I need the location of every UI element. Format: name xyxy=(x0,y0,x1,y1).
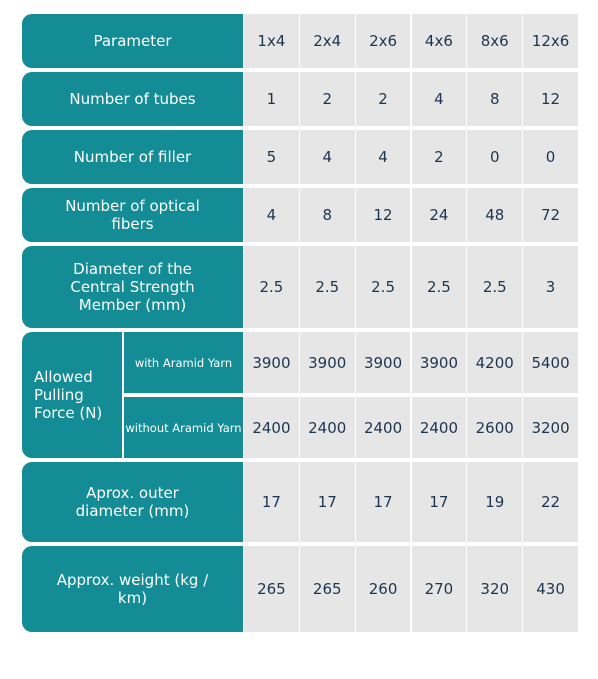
cell-value: 2400 xyxy=(354,397,411,458)
cell-value: 2.5 xyxy=(410,246,467,328)
cell-value: 2400 xyxy=(243,397,299,458)
cell-value: 5 xyxy=(243,130,299,184)
row-label: Allowed Pulling Force (N) xyxy=(22,332,122,458)
column-header: 1x4 xyxy=(243,14,299,68)
cell-value: 2.5 xyxy=(354,246,411,328)
cell-value: 48 xyxy=(466,188,523,242)
cell-value: 3900 xyxy=(243,332,299,393)
cell-value: 17 xyxy=(298,462,355,542)
subrow-label: without Aramid Yarn xyxy=(122,397,243,458)
column-header: 4x6 xyxy=(410,14,467,68)
cell-value: 2.5 xyxy=(466,246,523,328)
cell-value: 4 xyxy=(243,188,299,242)
cell-value: 2600 xyxy=(466,397,523,458)
cell-value: 4200 xyxy=(466,332,523,393)
cell-value: 12 xyxy=(354,188,411,242)
cell-value: 265 xyxy=(243,546,299,632)
cell-value: 17 xyxy=(354,462,411,542)
cell-value: 8 xyxy=(298,188,355,242)
cell-value: 2.5 xyxy=(243,246,299,328)
cell-value: 3 xyxy=(522,246,578,328)
cell-value: 5400 xyxy=(522,332,578,393)
row-label: Approx. weight (kg / km) xyxy=(22,546,243,632)
row-label: Diameter of the Central Strength Member … xyxy=(22,246,243,328)
cell-value: 2400 xyxy=(410,397,467,458)
cell-value: 72 xyxy=(522,188,578,242)
cell-value: 1 xyxy=(243,72,299,126)
cell-value: 24 xyxy=(410,188,467,242)
column-header: 8x6 xyxy=(466,14,523,68)
row-label: Number of filler xyxy=(22,130,243,184)
cell-value: 12 xyxy=(522,72,578,126)
subrow-label: with Aramid Yarn xyxy=(122,332,243,393)
cell-value: 0 xyxy=(466,130,523,184)
cell-value: 4 xyxy=(298,130,355,184)
cell-value: 260 xyxy=(354,546,411,632)
cell-value: 320 xyxy=(466,546,523,632)
cell-value: 270 xyxy=(410,546,467,632)
row-label: Number of optical fibers xyxy=(22,188,243,242)
cell-value: 2 xyxy=(298,72,355,126)
row-label: Number of tubes xyxy=(22,72,243,126)
header-label: Parameter xyxy=(22,14,243,68)
cell-value: 17 xyxy=(243,462,299,542)
cell-value: 3900 xyxy=(298,332,355,393)
cell-value: 2.5 xyxy=(298,246,355,328)
column-header: 2x6 xyxy=(354,14,411,68)
column-header: 2x4 xyxy=(298,14,355,68)
cell-value: 4 xyxy=(354,130,411,184)
cell-value: 2 xyxy=(410,130,467,184)
cell-value: 3200 xyxy=(522,397,578,458)
cell-value: 2400 xyxy=(298,397,355,458)
cell-value: 17 xyxy=(410,462,467,542)
cell-value: 8 xyxy=(466,72,523,126)
cell-value: 19 xyxy=(466,462,523,542)
cell-value: 265 xyxy=(298,546,355,632)
cell-value: 3900 xyxy=(410,332,467,393)
row-label: Aprox. outer diameter (mm) xyxy=(22,462,243,542)
cell-value: 430 xyxy=(522,546,578,632)
cell-value: 3900 xyxy=(354,332,411,393)
cell-value: 22 xyxy=(522,462,578,542)
cell-value: 2 xyxy=(354,72,411,126)
column-header: 12x6 xyxy=(522,14,578,68)
cell-value: 0 xyxy=(522,130,578,184)
cell-value: 4 xyxy=(410,72,467,126)
